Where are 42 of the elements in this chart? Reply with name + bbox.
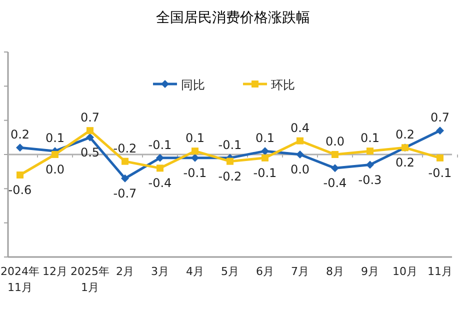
data-label: -0.3 (358, 172, 382, 187)
x-tick-label: 2025年 1月 (70, 265, 110, 294)
data-label: 0.1 (255, 131, 275, 146)
data-label: -0.2 (218, 169, 242, 184)
x-tick-label: 8月 (326, 265, 344, 278)
data-label: -0.4 (148, 176, 172, 190)
data-label: 0.0 (45, 162, 65, 176)
data-label: 0.5 (80, 145, 100, 160)
x-tick-label: 7月 (291, 265, 309, 278)
data-label: 0.2 (10, 128, 30, 142)
x-tick-label: 11月 (428, 265, 452, 278)
data-label: -0.1 (253, 166, 277, 180)
data-label: 0.4 (290, 120, 310, 135)
x-tick-label: 12月 (42, 265, 68, 278)
x-tick-label: 5月 (221, 265, 239, 278)
data-label: 0.1 (360, 131, 380, 146)
data-label: -0.1 (148, 138, 172, 152)
x-tick-label: 9月 (361, 265, 379, 278)
x-tick-label: 4月 (186, 265, 204, 278)
data-label: 0.0 (290, 162, 310, 176)
x-tick-label: 2024年 11月 (0, 265, 40, 294)
data-label: 0.1 (185, 131, 205, 146)
chart-title: 全国居民消费价格涨跌幅 (156, 10, 310, 26)
data-label: -0.6 (8, 183, 32, 197)
data-label: -0.1 (428, 166, 452, 180)
data-label: -0.1 (183, 166, 207, 180)
legend-label: 同比 (181, 78, 205, 92)
x-tick-label: 6月 (256, 265, 274, 278)
legend-label: 环比 (271, 78, 295, 92)
data-label: 0.0 (325, 134, 345, 148)
x-tick-label: 3月 (151, 265, 169, 278)
x-tick-label: 2月 (116, 265, 134, 278)
x-tick-label: 10月 (392, 265, 418, 278)
data-label: -0.2 (113, 141, 137, 156)
data-label: 0.1 (45, 131, 65, 146)
data-label: -0.1 (218, 138, 242, 152)
data-label: 0.7 (80, 110, 100, 125)
data-label: 0.2 (395, 128, 415, 142)
data-label: -0.7 (113, 186, 137, 200)
data-label: 0.2 (395, 156, 415, 170)
data-label: 0.7 (430, 110, 450, 125)
data-label: -0.4 (323, 176, 347, 190)
